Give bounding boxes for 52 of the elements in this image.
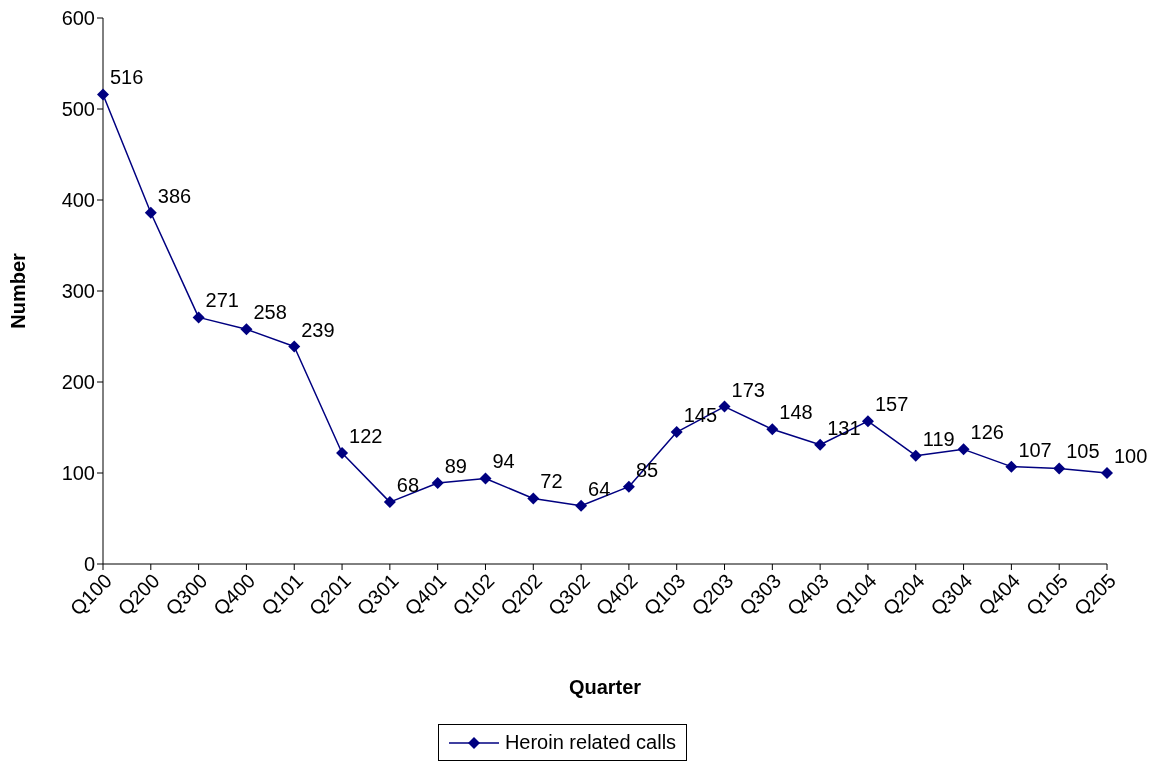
data-label: 72 [540,470,563,493]
data-label: 131 [827,416,861,439]
data-label: 157 [874,393,909,416]
data-label: 516 [110,66,144,89]
y-axis-title: Number [7,253,30,329]
y-tick-label: 200 [61,371,95,394]
point [909,449,922,462]
y-tick-label: 400 [61,189,95,212]
y-tick-label: 300 [61,280,95,303]
point [479,472,492,485]
point [383,496,396,509]
data-label: 126 [970,421,1004,444]
data-label: 148 [779,401,813,424]
point [144,206,157,219]
data-label: 258 [253,301,287,324]
y-tick-label: 500 [61,98,95,121]
data-label: 107 [1018,438,1052,461]
point [1101,467,1113,479]
data-label: 94 [492,450,515,473]
point [670,426,683,439]
data-label: 105 [1066,440,1100,463]
point [957,443,970,456]
legend-label: Heroin related calls [503,731,677,754]
point [431,477,444,490]
data-label: 64 [588,477,611,500]
data-label: 122 [349,424,383,447]
point [766,423,779,436]
data-label: 239 [301,318,335,341]
point [192,311,205,324]
y-tick-label: 0 [83,553,95,576]
point [814,438,827,451]
x-axis-title: Quarter [568,676,642,698]
data-label: 68 [396,474,420,497]
point [336,446,349,459]
data-label: 119 [922,427,955,450]
point [1005,460,1018,473]
point [240,323,253,336]
point [718,400,731,413]
data-label: 173 [731,378,765,401]
point [622,480,635,493]
point [97,88,109,101]
y-tick-label: 100 [61,462,95,485]
data-label: 89 [444,455,467,478]
y-tick-label: 600 [61,7,95,30]
point [288,340,301,353]
data-label: 271 [205,289,239,312]
point [527,492,540,505]
data-label: 386 [157,184,192,207]
point [575,499,588,512]
data-label: 100 [1114,445,1148,467]
point [1053,462,1066,475]
point [861,415,874,428]
